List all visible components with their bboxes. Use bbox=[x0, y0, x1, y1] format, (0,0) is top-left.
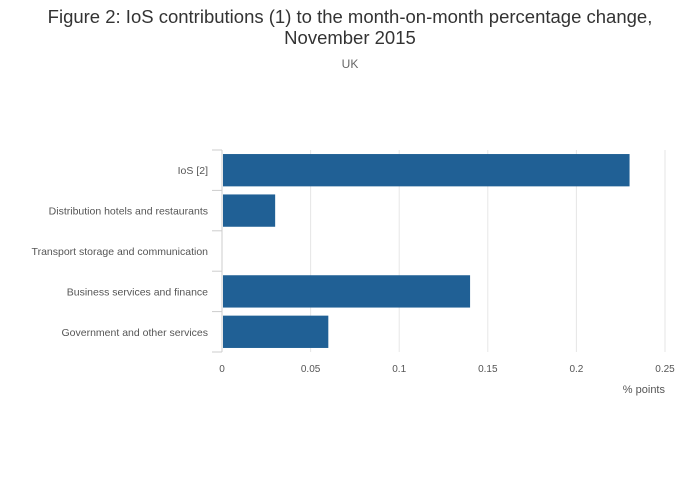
chart-subtitle: UK bbox=[341, 57, 359, 71]
x-tick-label: 0 bbox=[219, 364, 225, 375]
category-label: Distribution hotels and restaurants bbox=[49, 206, 208, 218]
chart-title-line-1: Figure 2: IoS contributions (1) to the m… bbox=[47, 6, 653, 27]
category-label: IoS [2] bbox=[178, 165, 208, 177]
x-tick-label: 0.1 bbox=[392, 364, 406, 375]
bar bbox=[223, 154, 630, 187]
bar bbox=[223, 194, 276, 227]
x-tick-labels: 0 0.05 0.1 0.15 0.2 0.25 bbox=[219, 364, 675, 375]
x-tick-label: 0.2 bbox=[569, 364, 583, 375]
bar bbox=[223, 315, 329, 348]
chart-title: Figure 2: IoS contributions (1) to the m… bbox=[0, 6, 700, 48]
chart-title-line-2: November 2015 bbox=[284, 27, 416, 48]
category-label: Business services and finance bbox=[67, 286, 208, 298]
x-tick-label: 0.15 bbox=[478, 364, 498, 375]
category-label: Transport storage and communication bbox=[32, 246, 209, 258]
x-axis-title: % points bbox=[623, 384, 666, 396]
category-axis bbox=[212, 149, 223, 353]
bar bbox=[223, 275, 471, 308]
x-tick-label: 0.25 bbox=[655, 364, 675, 375]
x-tick-label: 0.05 bbox=[301, 364, 321, 375]
bars bbox=[223, 154, 630, 348]
category-label: Government and other services bbox=[62, 327, 209, 339]
category-labels: IoS [2] Distribution hotels and restauran… bbox=[32, 165, 209, 339]
